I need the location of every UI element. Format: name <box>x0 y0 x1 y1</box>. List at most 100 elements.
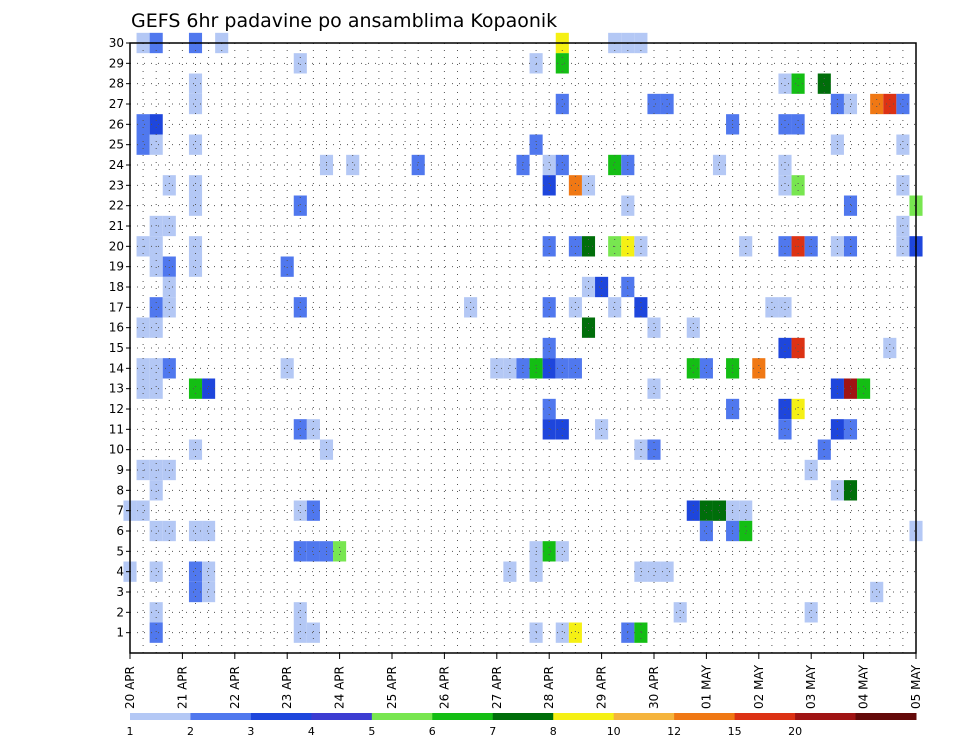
heatmap-cell <box>778 114 792 135</box>
y-tick-label: 29 <box>109 56 124 70</box>
heatmap-cell <box>188 175 203 196</box>
y-tick-label: 24 <box>109 158 124 172</box>
x-axis: 20 APR 21 APR 22 APR 23 APR 24 APR 25 APR 26 A… <box>123 653 923 709</box>
heatmap-cell <box>673 602 687 623</box>
y-tick-label: 30 <box>109 36 124 50</box>
heatmap-cell <box>542 358 556 379</box>
x-tick-label: 01 MAY <box>699 664 713 709</box>
heatmap-cell <box>136 317 150 338</box>
y-tick-label: 7 <box>116 504 124 518</box>
y-tick-label: 20 <box>109 239 124 253</box>
heatmap-cell <box>202 581 216 603</box>
heatmap-cell <box>608 297 622 318</box>
heatmap-cell <box>555 93 569 115</box>
legend-swatch <box>492 713 554 720</box>
legend-label: 1 <box>127 725 134 738</box>
heatmap-cell <box>542 398 556 420</box>
legend-swatch <box>190 713 252 720</box>
heatmap-cell <box>162 297 176 318</box>
heatmap-cell <box>857 378 871 399</box>
x-tick-label: 04 MAY <box>857 664 871 709</box>
legend-swatch <box>553 713 615 720</box>
heatmap-cell <box>686 500 700 521</box>
heatmap-cell <box>188 73 203 94</box>
heatmap-cell <box>896 93 910 115</box>
heatmap-cell <box>712 500 727 521</box>
heatmap-cell <box>778 175 792 196</box>
legend-swatch <box>855 713 917 720</box>
chart-title: GEFS 6hr padavine po ansamblima Kopaonik <box>131 10 557 32</box>
y-tick-label: 27 <box>109 97 124 111</box>
heatmap-cell <box>647 317 661 338</box>
heatmap-cell <box>568 358 582 379</box>
heatmap-cell <box>778 154 792 176</box>
legend-swatch <box>311 713 373 720</box>
heatmap-cell <box>555 541 569 562</box>
heatmap-cell <box>581 175 596 196</box>
heatmap-cell <box>791 337 805 359</box>
x-tick-label: 22 APR <box>228 666 242 709</box>
heatmap-cell <box>804 459 818 481</box>
heatmap-cell <box>162 175 176 196</box>
heatmap-cell <box>739 500 753 521</box>
legend-label: 20 <box>788 725 802 738</box>
y-tick-label: 18 <box>109 280 124 294</box>
legend-label: 8 <box>550 725 557 738</box>
heatmap-cell <box>149 134 163 155</box>
heatmap-cell <box>188 520 203 542</box>
y-tick-label: 16 <box>109 321 124 335</box>
heatmap-cell <box>293 195 307 216</box>
heatmap-cell <box>293 297 307 318</box>
y-tick-label: 4 <box>116 565 124 579</box>
legend-label: 2 <box>187 725 194 738</box>
heatmap-cell <box>149 520 163 542</box>
legend-swatch <box>613 713 675 720</box>
heatmap-cell <box>306 419 320 440</box>
heatmap-cell <box>149 602 163 623</box>
y-tick-label: 25 <box>109 138 124 152</box>
heatmap-cell <box>883 337 897 359</box>
heatmap-cell <box>699 500 713 521</box>
heatmap-cell <box>595 276 609 298</box>
heatmap-cell <box>581 317 596 338</box>
heatmap-cell <box>293 602 307 623</box>
heatmap-cell <box>660 93 674 115</box>
heatmap-cell <box>634 297 648 318</box>
heatmap-cell <box>791 175 805 196</box>
heatmap-cell <box>870 581 884 603</box>
heatmap-cell <box>817 73 831 94</box>
legend-label: 6 <box>429 725 436 738</box>
heatmap-cell <box>568 622 582 643</box>
heatmap-cell <box>136 378 150 399</box>
heatmap-cell <box>752 358 766 379</box>
heatmap-cell <box>542 337 556 359</box>
heatmap-cell <box>149 378 163 399</box>
heatmap-cell <box>542 419 556 440</box>
heatmap-cell <box>188 378 203 399</box>
heatmap-cell <box>595 419 609 440</box>
heatmap-cell <box>162 276 176 298</box>
x-tick-label: 02 MAY <box>752 664 766 709</box>
heatmap-cell <box>162 358 176 379</box>
heatmap-cell <box>202 378 216 399</box>
heatmap-cell <box>162 256 176 277</box>
heatmap-cell <box>804 602 818 623</box>
heatmap-cell <box>555 419 569 440</box>
heatmap-cell <box>568 297 582 318</box>
heatmap-cell <box>555 358 569 379</box>
heatmap-cell <box>293 419 307 440</box>
heatmap-cell <box>739 520 753 542</box>
legend-swatch <box>795 713 857 720</box>
y-tick-label: 17 <box>109 300 124 314</box>
heatmap-cell <box>542 297 556 318</box>
heatmap-cell <box>149 297 163 318</box>
heatmap-cell <box>280 256 294 277</box>
y-tick-label: 5 <box>116 544 124 558</box>
heatmap-cell <box>699 358 713 379</box>
heatmap-cell <box>712 154 727 176</box>
legend-label: 10 <box>607 725 621 738</box>
heatmap-cell <box>293 500 307 521</box>
heatmap-cell <box>149 561 163 582</box>
heatmap-cell <box>778 337 792 359</box>
